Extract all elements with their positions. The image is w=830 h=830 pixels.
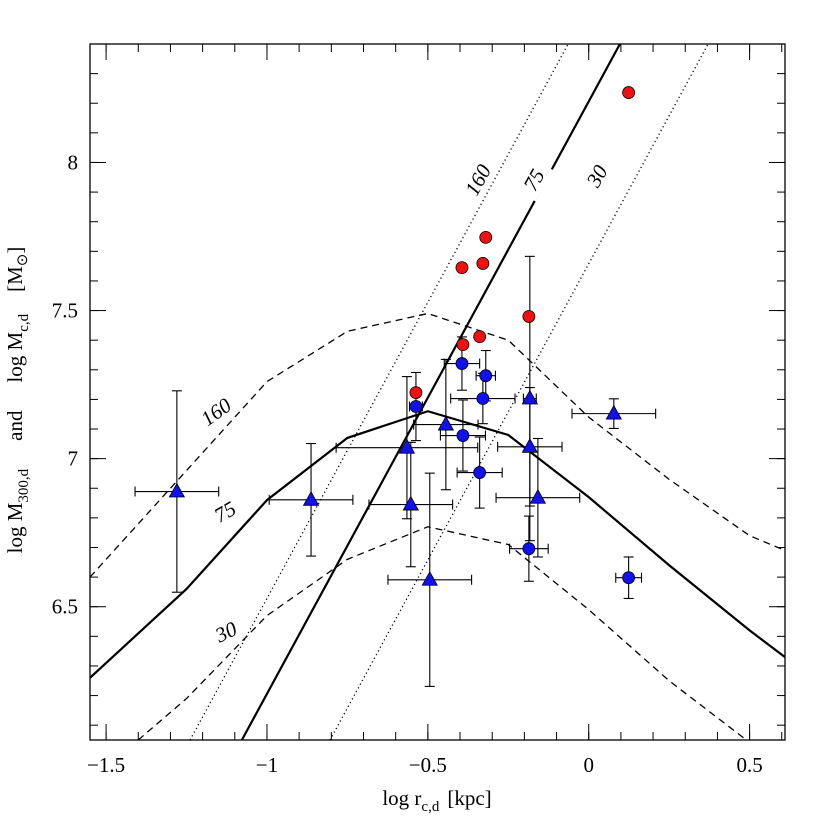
curve-label: 160	[196, 393, 236, 431]
x-label-sub: c,d	[421, 799, 439, 815]
y-label-unit-symbol: ⊙	[15, 254, 31, 267]
triangle-point	[605, 404, 623, 420]
triangle-point	[437, 415, 455, 431]
triangle-point	[521, 437, 539, 453]
x-axis-label: log rc,d [kpc]	[382, 786, 491, 815]
label-backdrop	[577, 154, 617, 198]
circle-point	[409, 400, 423, 413]
y-label-unit-close: ]	[3, 247, 27, 254]
triangle-point	[168, 482, 186, 498]
triangle-point	[529, 488, 547, 504]
circle-point	[622, 571, 636, 585]
y-tick-label: 8	[68, 150, 79, 174]
y-label-unit: [M	[3, 266, 27, 292]
circle-point	[456, 338, 470, 352]
y-axis-label: log M300,dandlog Mc,d[M⊙]	[3, 247, 32, 554]
curves	[90, 44, 785, 740]
label-backdrop	[194, 391, 238, 433]
y-tick-label: 6.5	[52, 595, 78, 619]
y-label-right-sub: c,d	[16, 313, 32, 331]
circle-point	[473, 330, 487, 344]
y-tick-label: 7	[68, 447, 79, 471]
plot-frame	[89, 43, 786, 741]
y-label-left: log M	[3, 502, 27, 553]
circle-point	[456, 429, 470, 442]
circle-point	[455, 357, 469, 370]
curve	[137, 526, 747, 740]
curve	[189, 44, 569, 740]
x-tick-label: 0	[583, 753, 594, 777]
label-backdrop	[458, 158, 498, 202]
circle-point	[409, 386, 423, 399]
curve	[90, 312, 785, 578]
y-tick-label: 7.5	[52, 299, 78, 323]
circle-point	[476, 392, 490, 405]
circle-point	[622, 86, 636, 99]
circle-point	[479, 369, 493, 383]
x-tick-label: −1.5	[87, 753, 125, 777]
triangle-point	[402, 495, 419, 511]
curve-label: 160	[460, 160, 497, 200]
x-label-unit: [kpc]	[447, 786, 491, 810]
circle-point	[473, 466, 487, 479]
error-bars	[134, 255, 657, 687]
circle-point	[476, 257, 490, 270]
circle-point	[522, 542, 536, 556]
label-backdrop	[204, 613, 248, 651]
y-label-right: log M	[3, 331, 27, 382]
markers	[168, 86, 636, 586]
y-label-middle: and	[3, 410, 27, 441]
curve	[90, 410, 785, 679]
triangle-point	[302, 490, 320, 506]
triangle-point	[521, 389, 539, 405]
triangle-point	[421, 570, 438, 586]
circle-point	[522, 310, 536, 323]
x-label-main: log r	[382, 786, 421, 810]
triangle-point	[398, 438, 416, 454]
x-tick-label: 0.5	[736, 753, 762, 777]
label-backdrop	[203, 492, 247, 532]
curve	[240, 44, 621, 740]
label-backdrop	[514, 158, 554, 202]
curve	[329, 44, 709, 740]
x-tick-label: −0.5	[409, 753, 447, 777]
y-label-left-sub: 300,d	[16, 468, 32, 502]
x-tick-label: −1	[256, 753, 278, 777]
circle-point	[455, 261, 469, 275]
circle-point	[479, 230, 493, 244]
